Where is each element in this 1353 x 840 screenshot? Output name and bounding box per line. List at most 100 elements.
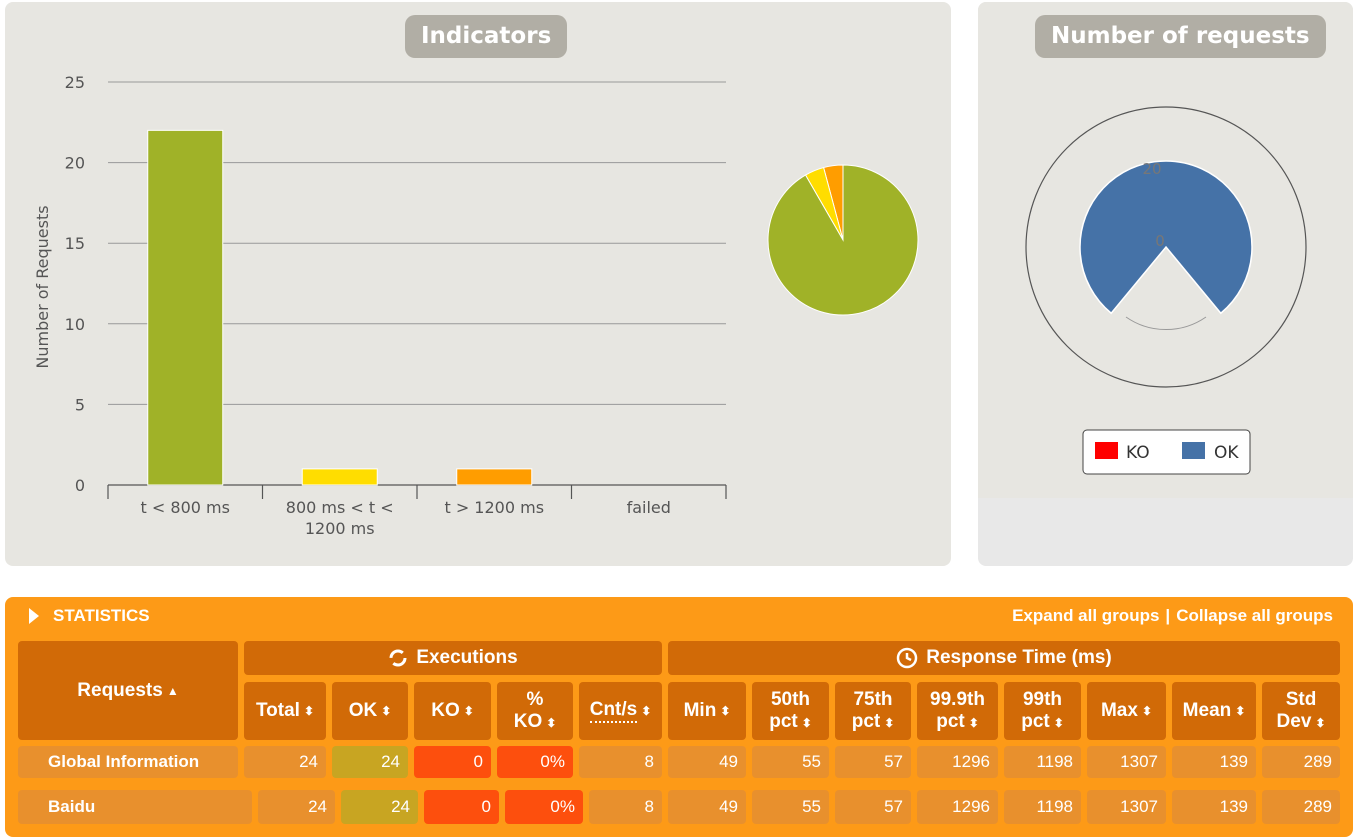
response-time-header: Response Time (ms) [668, 641, 1340, 675]
sort-icon: ⬍ [801, 715, 812, 730]
column-pct-ko[interactable]: % KO ⬍ [497, 682, 573, 740]
cell-75th-pct: 57 [835, 790, 911, 824]
response-time-header-label: Response Time (ms) [926, 647, 1112, 668]
column-mean[interactable]: Mean ⬍ [1172, 682, 1256, 740]
y-axis-label: Number of Requests [33, 205, 52, 368]
cell-pct-ko: 0% [505, 790, 583, 824]
radial-tick-label: 0 [1155, 232, 1165, 250]
x-tick-label: failed [627, 498, 671, 517]
group-links: Expand all groups | Collapse all groups [1012, 606, 1333, 626]
indicators-title: Indicators [405, 15, 568, 58]
sort-asc-icon: ▲ [166, 683, 179, 698]
x-tick-label: t < 800 ms [141, 498, 230, 517]
y-tick-label: 0 [75, 476, 85, 495]
column-min[interactable]: Min ⬍ [668, 682, 746, 740]
column-cnt-per-sec[interactable]: Cnt/s ⬍ [579, 682, 662, 740]
legend-swatch-ko [1095, 442, 1118, 459]
y-tick-label: 15 [65, 234, 85, 253]
column-total[interactable]: Total ⬍ [244, 682, 326, 740]
cell-99-9th-pct: 1296 [917, 790, 998, 824]
cell-min: 49 [668, 790, 746, 824]
column-99-9th-pct[interactable]: 99.9th pct ⬍ [917, 682, 998, 740]
collapse-all-groups-link[interactable]: Collapse all groups [1176, 606, 1333, 625]
sort-icon: ⬍ [641, 704, 652, 718]
cell-ko: 0 [424, 790, 499, 824]
cell-50th-pct: 55 [752, 746, 829, 778]
cell-min: 49 [668, 746, 746, 778]
sort-icon: ⬍ [1141, 704, 1153, 718]
legend-swatch-ok [1182, 442, 1205, 459]
cell-total: 24 [258, 790, 335, 824]
sort-icon: ⬍ [968, 715, 979, 730]
sort-icon: ⬍ [463, 704, 474, 718]
cell-std-dev: 289 [1262, 746, 1340, 778]
y-tick-label: 20 [65, 154, 85, 173]
sort-icon: ⬍ [884, 715, 895, 730]
executions-header: Executions [244, 641, 662, 675]
column-75th-pct[interactable]: 75th pct ⬍ [835, 682, 911, 740]
cell-mean: 139 [1172, 790, 1256, 824]
cell-ko: 0 [414, 746, 491, 778]
requests-header-label: Requests [77, 679, 163, 701]
column-ko[interactable]: KO ⬍ [414, 682, 491, 740]
cell-ok: 24 [341, 790, 418, 824]
cell-99th-pct: 1198 [1004, 790, 1081, 824]
row-name-global-information[interactable]: Global Information [18, 746, 238, 778]
cell-cnt-per-sec: 8 [579, 746, 662, 778]
bar[interactable] [456, 468, 533, 486]
indicators-bar-chart: Number of Requests 0 5 10 15 20 25 t < 800 ms… [33, 73, 919, 538]
sort-icon: ⬍ [381, 704, 392, 718]
legend-label-ko: KO [1126, 443, 1150, 463]
sort-icon: ⬍ [1053, 715, 1064, 730]
statistics-panel: STATISTICS Expand all groups | Collapse … [5, 597, 1353, 837]
sort-icon: ⬍ [546, 715, 557, 730]
polar-inner-ring [1125, 316, 1207, 330]
column-std-dev[interactable]: Std Dev ⬍ [1262, 682, 1340, 740]
cell-mean: 139 [1172, 746, 1256, 778]
x-tick-label-line2: 1200 ms [305, 519, 375, 538]
sort-icon: ⬍ [303, 704, 315, 718]
cell-99th-pct: 1198 [1004, 746, 1081, 778]
statistics-toggle[interactable]: STATISTICS [29, 606, 150, 626]
link-separator: | [1165, 606, 1171, 625]
requests-panel: Number of requests 20 0 KO OK [978, 2, 1353, 566]
x-tick-label: 800 ms < t < [286, 498, 394, 517]
statistics-title: STATISTICS [53, 606, 150, 625]
cell-ok: 24 [332, 746, 408, 778]
cell-total: 24 [244, 746, 326, 778]
refresh-icon [389, 649, 407, 667]
radial-tick-label: 20 [1142, 160, 1161, 178]
pie-slice-ok[interactable] [1079, 160, 1253, 315]
cell-max: 1307 [1087, 746, 1166, 778]
expand-all-groups-link[interactable]: Expand all groups [1012, 606, 1160, 625]
requests-header[interactable]: Requests ▲ [18, 641, 238, 740]
legend-box [1082, 429, 1251, 475]
row-name-baidu[interactable]: Baidu [18, 790, 252, 824]
legend-label-ok: OK [1214, 443, 1239, 463]
requests-pie-chart: 20 0 KO OK [1025, 106, 1307, 475]
indicators-panel: Indicators Number of Requests 0 5 10 15 20 25… [5, 2, 951, 566]
cell-pct-ko: 0% [497, 746, 573, 778]
legend-item-ko[interactable]: KO [1095, 442, 1150, 463]
expand-triangle-icon [29, 608, 39, 624]
cell-std-dev: 289 [1262, 790, 1340, 824]
sort-icon: ⬍ [1315, 715, 1326, 730]
column-99th-pct[interactable]: 99th pct ⬍ [1004, 682, 1081, 740]
cell-cnt-per-sec: 8 [589, 790, 662, 824]
clock-icon [897, 647, 918, 669]
y-tick-label: 10 [65, 315, 85, 334]
cell-99-9th-pct: 1296 [917, 746, 998, 778]
requests-title: Number of requests [1035, 15, 1326, 58]
cell-max: 1307 [1087, 790, 1166, 824]
pie-slice[interactable] [767, 164, 919, 316]
legend-item-ok[interactable]: OK [1182, 442, 1239, 463]
bar[interactable] [147, 129, 224, 486]
cell-75th-pct: 57 [835, 746, 911, 778]
y-tick-label: 5 [75, 395, 85, 414]
column-ok[interactable]: OK ⬍ [332, 682, 408, 740]
bar[interactable] [301, 468, 378, 486]
polar-outer-ring [1025, 106, 1307, 388]
column-50th-pct[interactable]: 50th pct ⬍ [752, 682, 829, 740]
executions-header-label: Executions [416, 647, 518, 668]
column-max[interactable]: Max ⬍ [1087, 682, 1166, 740]
